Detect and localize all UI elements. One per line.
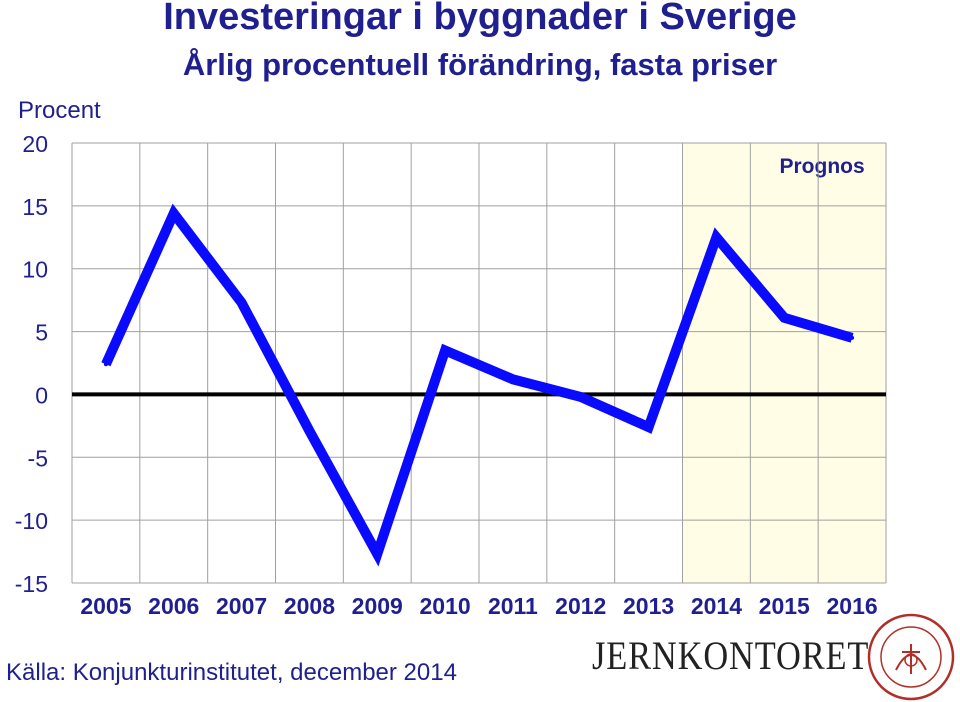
y-axis-label: Procent (18, 97, 101, 124)
x-tick-label: 2015 (759, 593, 810, 619)
data-point (578, 394, 583, 399)
data-point (443, 348, 448, 353)
x-tick-label: 2008 (284, 593, 335, 619)
data-point (307, 428, 312, 433)
data-point (510, 377, 515, 382)
series-line (101, 203, 854, 567)
x-tick-label: 2011 (488, 593, 538, 619)
x-tick-label: 2016 (826, 593, 877, 619)
data-point (375, 552, 380, 557)
x-tick-label: 2014 (691, 593, 742, 619)
source-note: Källa: Konjunkturinstitutet, december 20… (6, 659, 457, 686)
chart-title: Investeringar i byggnader i Sverige (163, 0, 797, 38)
y-tick-label: 20 (22, 131, 48, 157)
y-tick-label: 10 (22, 257, 48, 283)
y-tick-label: -5 (28, 445, 48, 471)
x-tick-label: 2007 (216, 593, 267, 619)
data-point (714, 235, 719, 240)
data-point (103, 362, 108, 367)
x-tick-label: 2006 (148, 593, 199, 619)
x-tick-label: 2013 (623, 593, 674, 619)
data-point (782, 315, 787, 320)
y-tick-label: -15 (15, 571, 48, 597)
data-point (239, 300, 244, 305)
chart-subtitle: Årlig procentuell förändring, fasta pris… (182, 47, 778, 82)
y-tick-label: 0 (35, 382, 48, 408)
forecast-region (682, 143, 886, 583)
y-tick-label: 15 (22, 194, 48, 220)
x-tick-label: 2009 (352, 593, 403, 619)
y-tick-label: 5 (35, 320, 48, 346)
x-tick-label: 2010 (419, 593, 470, 619)
data-point (850, 335, 855, 340)
forecast-label: Prognos (779, 155, 864, 178)
data-point (171, 211, 176, 216)
jernkontoret-logo: JERNKONTORET (592, 633, 870, 678)
data-point (646, 425, 651, 430)
jernkontoret-seal-icon (867, 613, 955, 701)
x-tick-label: 2005 (80, 593, 131, 619)
y-tick-label: -10 (15, 508, 48, 534)
x-tick-label: 2012 (555, 593, 606, 619)
